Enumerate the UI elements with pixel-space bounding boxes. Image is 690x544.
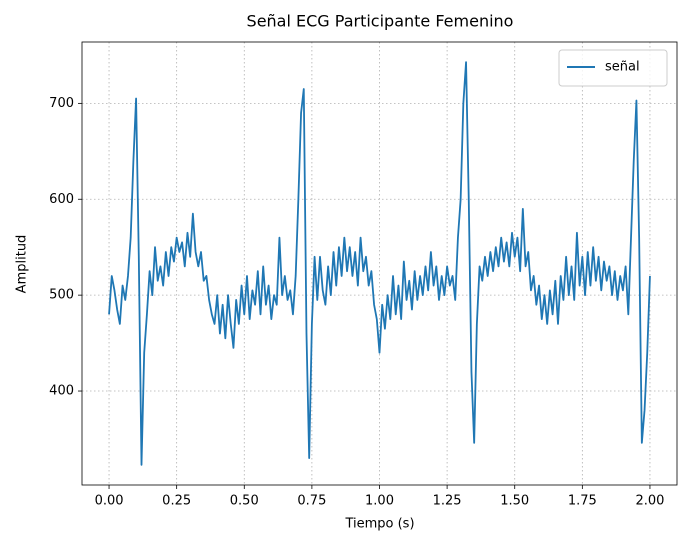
x-tick-label: 1.25 [433,494,462,509]
x-tick-label: 0.50 [230,494,259,509]
y-tick-label: 400 [49,384,74,399]
y-tick-label: 700 [49,96,74,111]
chart-title: Señal ECG Participante Femenino [247,12,514,31]
line-series [108,61,651,466]
x-tick-label: 0.00 [95,494,124,509]
x-tick-label: 2.00 [635,494,664,509]
plot-frame [81,41,678,486]
y-tick-label: 500 [49,288,74,303]
y-axis-label: Amplitud [15,235,30,294]
legend-label: señal [605,60,640,75]
x-tick-label: 1.75 [568,494,597,509]
legend-box [558,49,668,87]
x-tick-label: 0.25 [162,494,191,509]
x-tick-label: 1.50 [500,494,529,509]
x-axis-label: Tiempo (s) [344,517,414,532]
x-tick-label: 0.75 [297,494,326,509]
y-tick-label: 600 [49,192,74,207]
x-tick-label: 1.00 [365,494,394,509]
